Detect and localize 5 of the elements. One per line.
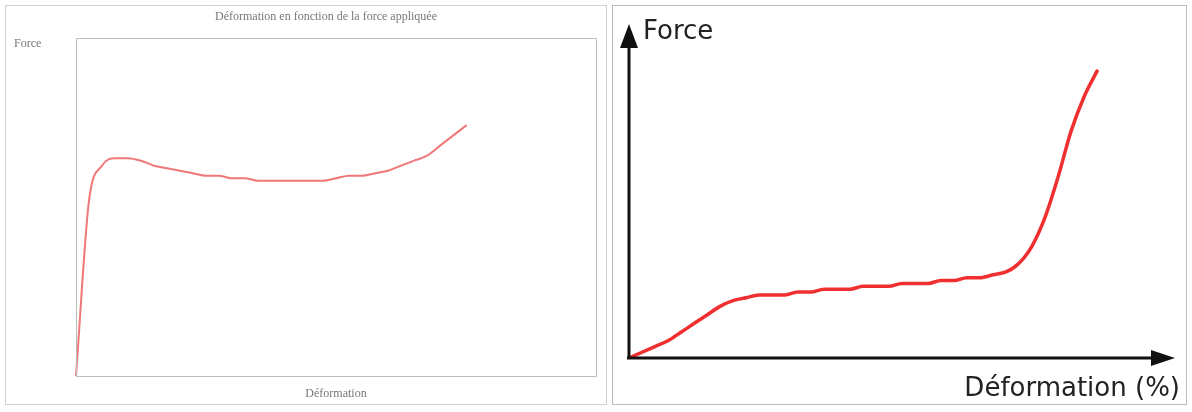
y-axis-title: Force [643, 14, 714, 45]
x-axis-title: Déformation [305, 386, 367, 401]
chart-title: Déformation en fonction de la force appliquée [215, 9, 437, 24]
x-axis-title: Déformation (%) [964, 371, 1180, 402]
y-axis-title: Force [14, 36, 42, 51]
